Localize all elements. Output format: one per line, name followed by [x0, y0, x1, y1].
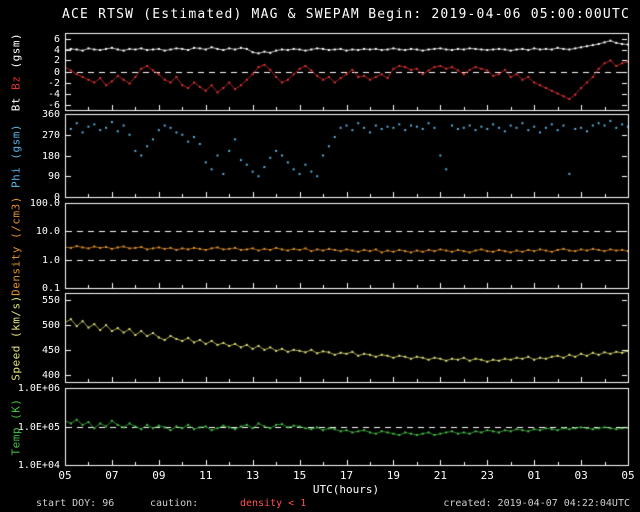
- y-axis-title-part: Bz: [9, 67, 23, 90]
- y-axis-title-part: Temp (K): [9, 398, 23, 455]
- y-axis-title-part: Density (/cm3): [9, 195, 23, 296]
- y-tick-label-mag: -6: [47, 99, 60, 111]
- y-tick-label-phi: 360: [41, 108, 60, 120]
- caution-label: caution:: [150, 498, 199, 509]
- y-axis-title-mag: Bt Bz (gsm): [10, 32, 23, 110]
- x-tick-label: 23: [480, 469, 494, 482]
- y-tick-label-mag: 6: [53, 33, 60, 45]
- y-axis-title-temp: Temp (K): [10, 398, 23, 455]
- x-tick-label: 21: [433, 469, 447, 482]
- y-tick-label-mag: 4: [53, 44, 60, 56]
- y-axis-title-part: Phi (gsm): [9, 123, 23, 188]
- x-tick-label: 17: [339, 469, 354, 482]
- created-timestamp: created: 2019-04-07 04:22:04UTC: [443, 498, 630, 509]
- x-tick-label: 13: [246, 469, 260, 482]
- y-tick-label-phi: 90: [47, 170, 60, 182]
- y-tick-label-speed: 500: [41, 319, 60, 331]
- y-tick-label-mag: -4: [47, 88, 60, 100]
- x-tick-label: 07: [105, 469, 119, 482]
- x-tick-label: 19: [386, 469, 401, 482]
- y-axis-title-speed: Speed (km/s): [10, 295, 23, 380]
- x-tick-label: 01: [527, 469, 541, 482]
- y-tick-label-temp: 1.0E+04: [17, 459, 60, 471]
- chart-title: ACE RTSW (Estimated) MAG & SWEPAM: [62, 7, 360, 22]
- x-tick-label: 05: [621, 469, 635, 482]
- y-tick-label-speed: 550: [41, 294, 60, 306]
- y-axis-title-density: Density (/cm3): [10, 196, 23, 296]
- x-tick-label: 09: [152, 469, 166, 482]
- x-tick-label: 15: [292, 469, 307, 482]
- y-tick-label-phi: 270: [41, 129, 60, 141]
- x-axis-label: UTC(hours): [312, 483, 380, 496]
- y-tick-label-density: 100.0: [29, 197, 60, 209]
- x-tick-label: 11: [199, 469, 213, 482]
- y-axis-title-part: (gsm): [9, 32, 23, 68]
- y-tick-label-density: 0.1: [41, 282, 60, 294]
- begin-timestamp: Begin: 2019-04-06 05:00:00UTC: [368, 7, 630, 22]
- y-tick-label-speed: 450: [41, 344, 60, 356]
- y-axis-title-part: Speed (km/s): [9, 294, 23, 381]
- x-tick-label: 03: [574, 469, 588, 482]
- y-tick-label-mag: 0: [53, 66, 60, 78]
- y-tick-label-phi: 180: [41, 150, 60, 162]
- y-tick-label-mag: 2: [53, 54, 60, 66]
- y-tick-label-phi: 0: [53, 191, 60, 203]
- y-tick-label-density: 1.0: [41, 254, 60, 266]
- y-tick-label-mag: -2: [47, 77, 60, 89]
- y-tick-label-density: 10.0: [35, 225, 60, 237]
- y-axis-title-part: Bt: [9, 89, 23, 111]
- x-tick-label: 05: [58, 469, 72, 482]
- start-doy-label: start DOY: 96: [36, 498, 115, 509]
- y-tick-label-temp: 1.0E+05: [17, 421, 60, 433]
- caution-density-label: density < 1: [240, 498, 307, 509]
- y-tick-label-temp: 1.0E+06: [17, 382, 60, 394]
- y-tick-label-speed: 400: [41, 369, 60, 381]
- y-axis-title-phi: Phi (gsm): [10, 123, 23, 187]
